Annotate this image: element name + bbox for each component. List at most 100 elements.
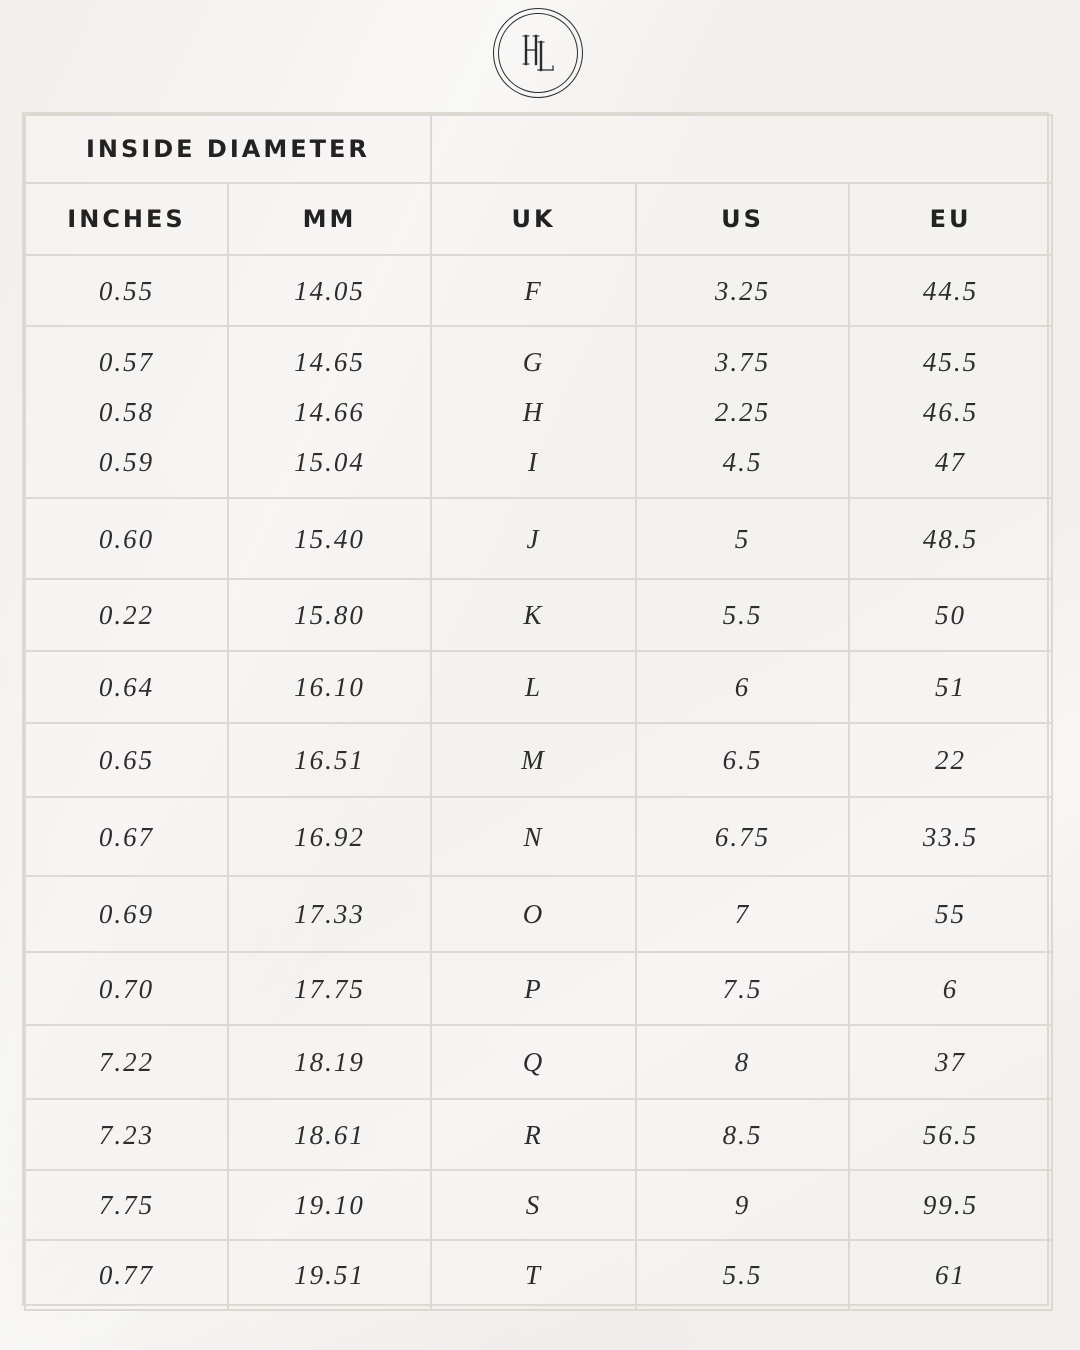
table-row: 7.75 19.10 S 9 99.5: [24, 1169, 1054, 1241]
cell-uk: R: [430, 1098, 638, 1171]
cell-value: 0.57: [98, 347, 155, 377]
table-row: 0.69 17.33 O 7 55: [24, 875, 1054, 953]
cell-mm: 17.33: [226, 875, 433, 953]
cell-value: N: [523, 821, 544, 852]
cell-value: 37: [935, 1047, 967, 1077]
cell-value: 7.22: [98, 1047, 155, 1077]
header-us: US: [635, 182, 851, 256]
cell-value: 5.5: [722, 1260, 763, 1290]
table-row: 0.22 15.80 K 5.5 50: [24, 578, 1054, 652]
table-row: 0.64 16.10 L 6 51: [24, 650, 1054, 724]
cell-value: 61: [935, 1260, 967, 1290]
header-eu: EU: [848, 182, 1054, 256]
cell-value: 0.70: [98, 973, 155, 1004]
cell-value: 5.5: [722, 600, 763, 630]
cell-us: 5: [635, 497, 851, 580]
cell-eu: 48.5: [848, 497, 1054, 580]
cell-inches: 7.23: [24, 1098, 229, 1171]
cell-uk: N: [430, 796, 638, 877]
cell-value: 50: [935, 600, 967, 630]
cell-value: 14.66: [294, 397, 365, 427]
ring-size-chart: INSIDE DIAMETER INCHES MM UK US EU 0.55 1…: [22, 112, 1054, 1311]
cell-inches: 0.60: [24, 497, 229, 580]
cell-us: 7.5: [635, 951, 851, 1026]
cell-value: 6: [734, 672, 751, 702]
cell-us: 6: [635, 650, 851, 724]
table-row: 0.70 17.75 P 7.5 6: [24, 951, 1054, 1026]
cell-mm: 14.65 14.66 15.04: [226, 325, 433, 499]
cell-eu: 45.5 46.5 47: [848, 325, 1054, 499]
cell-value: 0.22: [98, 600, 155, 630]
table-row: 0.55 14.05 F 3.25 44.5: [24, 254, 1054, 327]
cell-mm: 19.51: [226, 1239, 433, 1311]
table-row: 0.77 19.51 T 5.5 61: [24, 1239, 1054, 1311]
cell-mm: 19.10: [226, 1169, 433, 1241]
cell-us: 7: [635, 875, 851, 953]
cell-value: 3.75: [714, 347, 771, 377]
cell-value: 7.5: [722, 973, 763, 1004]
cell-value: 22: [935, 745, 967, 775]
cell-value: Q: [522, 1047, 545, 1077]
cell-us: 9: [635, 1169, 851, 1241]
cell-inches: 0.64: [24, 650, 229, 724]
cell-inches: 0.67: [24, 796, 229, 877]
cell-value: O: [522, 899, 545, 929]
table-row: 0.60 15.40 J 5 48.5: [24, 497, 1054, 580]
cell-eu: 55: [848, 875, 1054, 953]
cell-inches: 7.75: [24, 1169, 229, 1241]
cell-mm: 16.10: [226, 650, 433, 724]
cell-value: 16.92: [294, 821, 365, 852]
cell-eu: 50: [848, 578, 1054, 652]
table-row: 7.23 18.61 R 8.5 56.5: [24, 1098, 1054, 1171]
table-row: 0.65 16.51 M 6.5 22: [24, 722, 1054, 798]
cell-value: 19.10: [294, 1190, 365, 1220]
cell-mm: 14.05: [226, 254, 433, 327]
cell-value: F: [524, 275, 543, 306]
cell-value: 6.5: [722, 745, 763, 775]
monogram-icon: [522, 34, 554, 72]
cell-inches: 0.57 0.58 0.59: [24, 325, 229, 499]
hl-monogram-logo: [493, 8, 583, 98]
cell-eu: 99.5: [848, 1169, 1054, 1241]
cell-uk: T: [430, 1239, 638, 1311]
cell-value: G: [522, 347, 545, 377]
cell-eu: 37: [848, 1024, 1054, 1100]
cell-value: R: [524, 1119, 543, 1150]
cell-mm: 18.61: [226, 1098, 433, 1171]
cell-value: 44.5: [922, 275, 979, 306]
table-row: 0.67 16.92 N 6.75 33.5: [24, 796, 1054, 877]
cell-inches: 0.69: [24, 875, 229, 953]
cell-inches: 0.70: [24, 951, 229, 1026]
cell-value: S: [525, 1190, 542, 1220]
cell-value: 16.51: [294, 745, 365, 775]
cell-mm: 16.92: [226, 796, 433, 877]
cell-eu: 44.5: [848, 254, 1054, 327]
cell-value: 6.75: [714, 821, 771, 852]
cell-value: 33.5: [922, 821, 979, 852]
cell-value: 9: [734, 1190, 751, 1220]
cell-value: 48.5: [922, 523, 979, 554]
table-title: INSIDE DIAMETER: [23, 114, 433, 184]
cell-uk: F: [430, 254, 638, 327]
cell-value: 2.25: [714, 397, 771, 427]
cell-inches: 0.65: [24, 722, 229, 798]
title-empty-cell: [430, 114, 1054, 184]
cell-us: 5.5: [635, 1239, 851, 1311]
cell-value: 56.5: [922, 1119, 979, 1150]
cell-uk: M: [430, 722, 638, 798]
cell-value: I: [528, 447, 540, 477]
cell-value: 17.75: [294, 973, 365, 1004]
cell-us: 3.25: [635, 254, 851, 327]
cell-value: 46.5: [922, 397, 979, 427]
cell-value: P: [524, 973, 543, 1004]
cell-value: 0.77: [98, 1260, 155, 1290]
cell-value: 55: [935, 899, 967, 929]
size-table: INSIDE DIAMETER INCHES MM UK US EU 0.55 1…: [23, 114, 1054, 1311]
cell-value: 18.61: [294, 1119, 365, 1150]
cell-us: 8: [635, 1024, 851, 1100]
cell-uk: P: [430, 951, 638, 1026]
cell-value: 15.04: [294, 447, 365, 477]
cell-value: 99.5: [922, 1190, 979, 1220]
cell-uk: K: [430, 578, 638, 652]
